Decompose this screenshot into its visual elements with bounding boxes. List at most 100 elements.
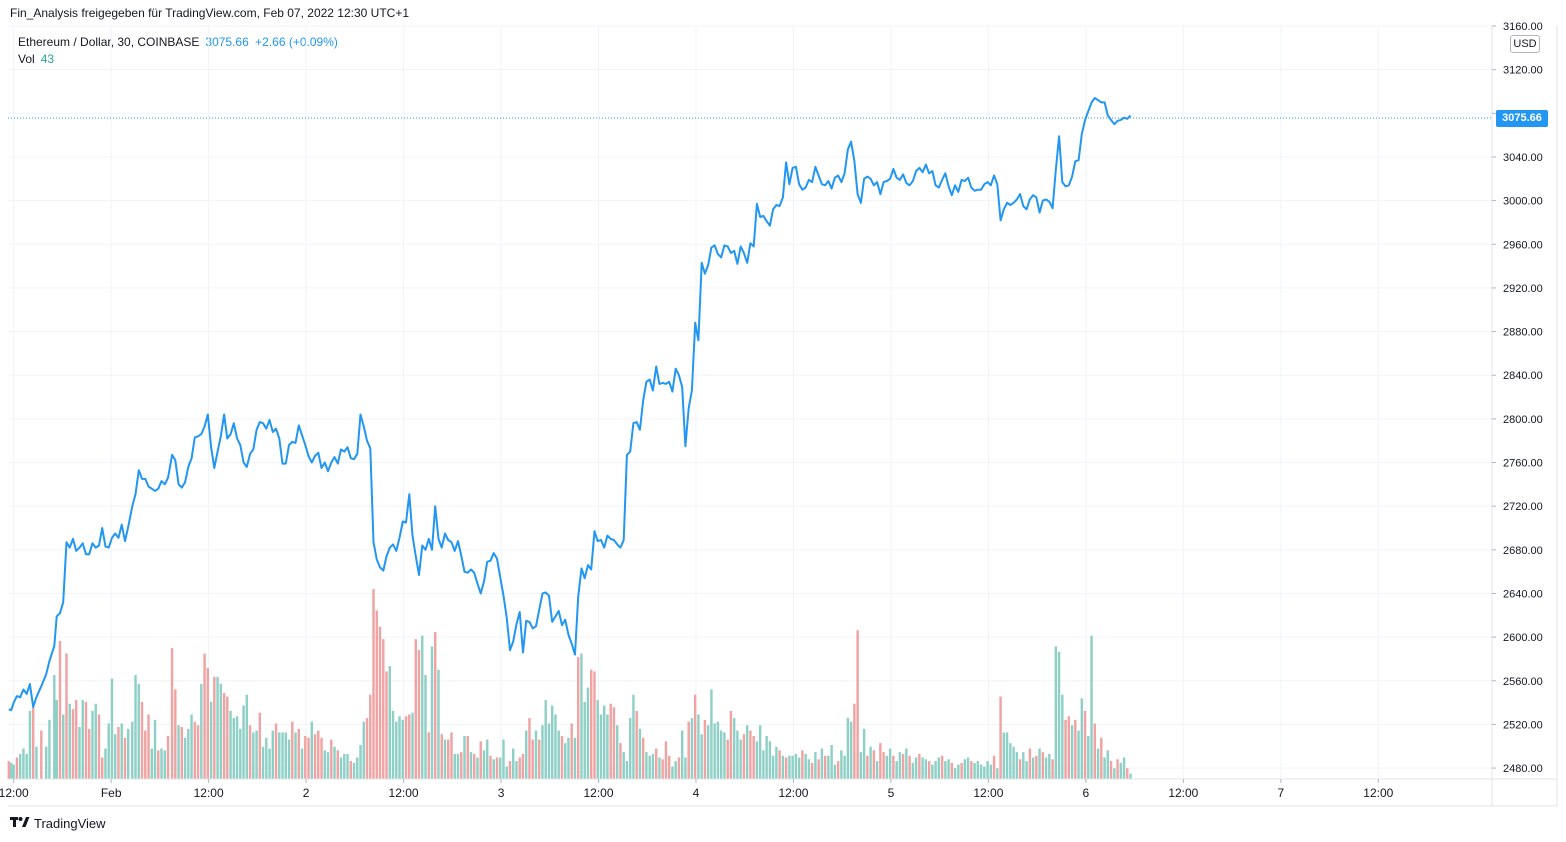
volume-bar — [729, 710, 733, 779]
volume-bar — [35, 746, 38, 779]
price-tick-label: 2840.00 — [1503, 370, 1543, 382]
volume-bar — [1100, 737, 1103, 779]
volume-bar — [931, 764, 934, 779]
volume-bar — [1064, 719, 1067, 779]
volume-bar — [589, 669, 593, 779]
volume-bar — [48, 719, 51, 779]
volume-bar — [1109, 761, 1113, 779]
volume-bar — [979, 764, 983, 779]
time-tick-label: 12:00 — [778, 786, 808, 800]
volume-bar — [190, 714, 193, 779]
volume-bar — [437, 669, 440, 779]
volume-bar — [414, 639, 417, 779]
volume-bar — [450, 732, 453, 779]
volume-bar — [781, 755, 785, 779]
volume-bar — [486, 739, 489, 779]
volume-bar — [849, 721, 853, 779]
volume-bar — [752, 735, 755, 779]
volume-bar — [117, 727, 120, 779]
volume-bar — [278, 732, 281, 779]
volume-bar — [427, 732, 430, 779]
volume-bar — [570, 723, 573, 779]
volume-bar — [771, 755, 775, 779]
volume-bar — [170, 648, 174, 779]
volume-bar — [658, 757, 661, 779]
volume-bar — [973, 762, 976, 779]
volume-bar — [123, 737, 127, 779]
volume-bar — [521, 753, 525, 779]
volume-bar — [346, 753, 349, 779]
volume-bar — [443, 739, 447, 779]
volume-bar — [602, 705, 606, 779]
volume-bar — [1116, 759, 1119, 779]
volume-bar — [596, 700, 599, 779]
volume-bar — [1096, 748, 1100, 779]
time-tick-label: 12:00 — [389, 786, 419, 800]
volume-bar — [203, 653, 206, 779]
volume-bar — [541, 725, 544, 779]
volume-bar — [625, 761, 629, 779]
volume-bar — [180, 727, 184, 779]
volume-bar — [576, 657, 580, 779]
volume-bar — [875, 761, 879, 779]
volume-bar — [882, 752, 885, 779]
volume-bar — [137, 684, 140, 779]
volume-bar — [88, 728, 91, 779]
volume-bar — [892, 755, 895, 779]
volume-bar — [1103, 757, 1106, 779]
volume-bar — [144, 730, 147, 779]
symbol-legend-row: Ethereum / Dollar, 30, COINBASE 3075.66 +… — [18, 34, 338, 51]
volume-bar — [755, 741, 759, 779]
volume-bar — [843, 755, 846, 779]
volume-bar — [65, 653, 68, 779]
volume-bar — [586, 687, 590, 779]
volume-bar — [430, 646, 434, 779]
volume-bar — [560, 735, 564, 779]
volume-bar — [1090, 635, 1093, 779]
volume-bar — [940, 755, 944, 779]
volume-bar — [68, 703, 71, 779]
volume-bar — [343, 753, 346, 779]
volume-bar — [836, 761, 840, 779]
volume-bar — [966, 757, 970, 779]
volume-bar — [1093, 723, 1097, 779]
volume-bar — [638, 728, 642, 779]
volume-bar — [226, 696, 229, 779]
volume-bar — [599, 714, 603, 779]
volume-bar — [284, 732, 288, 779]
volume-bar — [300, 748, 304, 779]
volume-bar — [378, 626, 382, 779]
volume-bar — [788, 755, 791, 779]
volume-bar — [901, 753, 905, 779]
volume-bar — [742, 734, 746, 779]
volume-bar — [222, 692, 226, 779]
volume-bar — [550, 705, 554, 779]
volume-bar — [823, 755, 827, 779]
volume-bar — [174, 689, 177, 779]
footer-brand: TradingView — [34, 816, 106, 831]
tradingview-footer[interactable]: TradingView — [10, 816, 106, 831]
volume-bar — [187, 728, 190, 779]
volume-label: Vol — [18, 52, 35, 66]
volume-bar — [736, 730, 739, 779]
currency-badge[interactable]: USD — [1510, 35, 1540, 53]
volume-bar — [356, 757, 359, 779]
volume-bar — [989, 764, 993, 779]
volume-bar — [1038, 748, 1041, 779]
volume-bar — [654, 748, 658, 779]
volume-bar — [1074, 719, 1077, 779]
volume-bar — [417, 649, 421, 779]
price-change: +2.66 (+0.09%) — [255, 35, 338, 49]
volume-bar — [921, 757, 924, 779]
volume-bar — [268, 748, 271, 779]
volume-bar — [986, 761, 989, 779]
volume-bar — [1041, 752, 1045, 779]
volume-bar — [515, 761, 518, 779]
volume-bar — [768, 741, 772, 779]
volume-bar — [44, 746, 48, 779]
volume-bar — [840, 750, 843, 779]
volume-bar — [349, 761, 352, 779]
volume-bar — [700, 734, 703, 779]
volume-bar — [667, 755, 671, 779]
